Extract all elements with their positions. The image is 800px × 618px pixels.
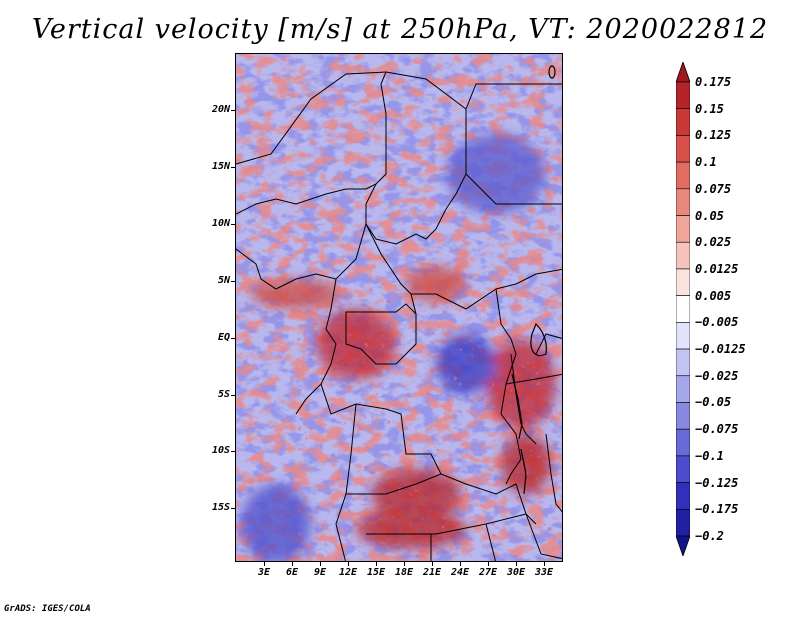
lat-tick: [231, 338, 235, 339]
lake-outlines: [511, 65, 556, 495]
colorbar-bin: [676, 215, 690, 243]
colorbar-label: 0.005: [695, 288, 732, 303]
colorbar-label: 0.15: [695, 101, 724, 116]
colorbar-bin: [676, 455, 690, 483]
colorbar-label: 0.075: [695, 181, 732, 196]
colorbar-bin: [676, 161, 690, 190]
lon-label-12e: 12E: [338, 567, 358, 578]
lon-label-27e: 27E: [478, 567, 498, 578]
colorbar-label: 0.1: [695, 155, 717, 170]
colorbar-label: 0.05: [695, 208, 724, 223]
colorbar-bin: [676, 135, 690, 163]
colorbar-label: −0.05: [695, 395, 732, 410]
lon-tick: [488, 562, 489, 566]
lon-label-30e: 30E: [506, 567, 526, 578]
colorbar-label: −0.025: [695, 368, 739, 383]
colorbar-bin: [676, 375, 690, 403]
colorbar-label: 0.025: [695, 235, 732, 250]
colorbar-bin: [676, 322, 690, 350]
colorbar-bin: [676, 402, 690, 430]
map-panel: [235, 53, 563, 562]
lon-label-15e: 15E: [366, 567, 386, 578]
colorbar-label: 0.125: [695, 128, 732, 143]
lon-tick: [460, 562, 461, 566]
colorbar-top-arrow: [676, 62, 690, 83]
lat-tick: [231, 451, 235, 452]
colorbar-bin: [676, 268, 690, 296]
lat-label-15n: 15N: [211, 161, 230, 172]
lat-tick: [231, 224, 235, 225]
lat-label-5n: 5N: [217, 275, 230, 286]
colorbar-label: −0.2: [695, 529, 724, 543]
lon-tick: [432, 562, 433, 566]
colorbar-label: −0.075: [695, 422, 739, 437]
lat-tick: [231, 508, 235, 509]
colorbar-bin: [676, 482, 690, 510]
lon-label-24e: 24E: [450, 567, 470, 578]
lon-label-21e: 21E: [422, 567, 442, 578]
lat-label-15s: 15S: [211, 502, 230, 513]
lon-tick: [320, 562, 321, 566]
colorbar-bin: [676, 295, 690, 323]
colorbar-label: −0.005: [695, 315, 739, 330]
lat-label-10n: 10N: [211, 218, 230, 229]
colorbar-bin: [676, 348, 690, 377]
lon-tick: [544, 562, 545, 566]
lon-tick: [264, 562, 265, 566]
lat-label-20n: 20N: [211, 104, 230, 115]
colorbar-label: −0.175: [695, 502, 739, 517]
colorbar-bin: [676, 188, 690, 216]
lat-tick: [231, 167, 235, 168]
colorbar-label: 0.0125: [695, 261, 739, 276]
lon-label-33e: 33E: [534, 567, 554, 578]
grads-credit: GrADS: IGES/COLA: [4, 604, 91, 614]
lon-tick: [404, 562, 405, 566]
velocity-field-map: [236, 54, 562, 561]
colorbar-bin: [676, 241, 690, 270]
colorbar-label: 0.175: [695, 75, 732, 89]
colorbar-bin: [676, 81, 690, 110]
lat-label-5s: 5S: [217, 389, 230, 400]
colorbar-label: −0.125: [695, 475, 739, 490]
lon-tick: [348, 562, 349, 566]
colorbar-bottom-arrow: [676, 535, 690, 556]
colorbar-label: −0.0125: [695, 342, 746, 357]
lat-tick: [231, 395, 235, 396]
lat-label-eq: EQ: [217, 332, 230, 343]
lat-label-10s: 10S: [211, 445, 230, 456]
lon-label-3e: 3E: [257, 567, 271, 578]
lon-tick: [376, 562, 377, 566]
country-borders: [236, 71, 562, 561]
lat-tick: [231, 110, 235, 111]
colorbar-bin: [676, 508, 690, 537]
lon-label-6e: 6E: [285, 567, 299, 578]
lon-label-9e: 9E: [313, 567, 327, 578]
colorbar-bin: [676, 428, 690, 457]
map-title: Vertical velocity [m/s] at 250hPa, VT: 2…: [31, 14, 769, 45]
colorbar-bin: [676, 108, 690, 136]
lat-tick: [231, 281, 235, 282]
colorbar: [676, 62, 690, 556]
lon-tick: [292, 562, 293, 566]
colorbar-label: −0.1: [695, 448, 724, 463]
lon-label-18e: 18E: [394, 567, 414, 578]
lon-tick: [516, 562, 517, 566]
field-fine-layer: [296, 284, 562, 561]
